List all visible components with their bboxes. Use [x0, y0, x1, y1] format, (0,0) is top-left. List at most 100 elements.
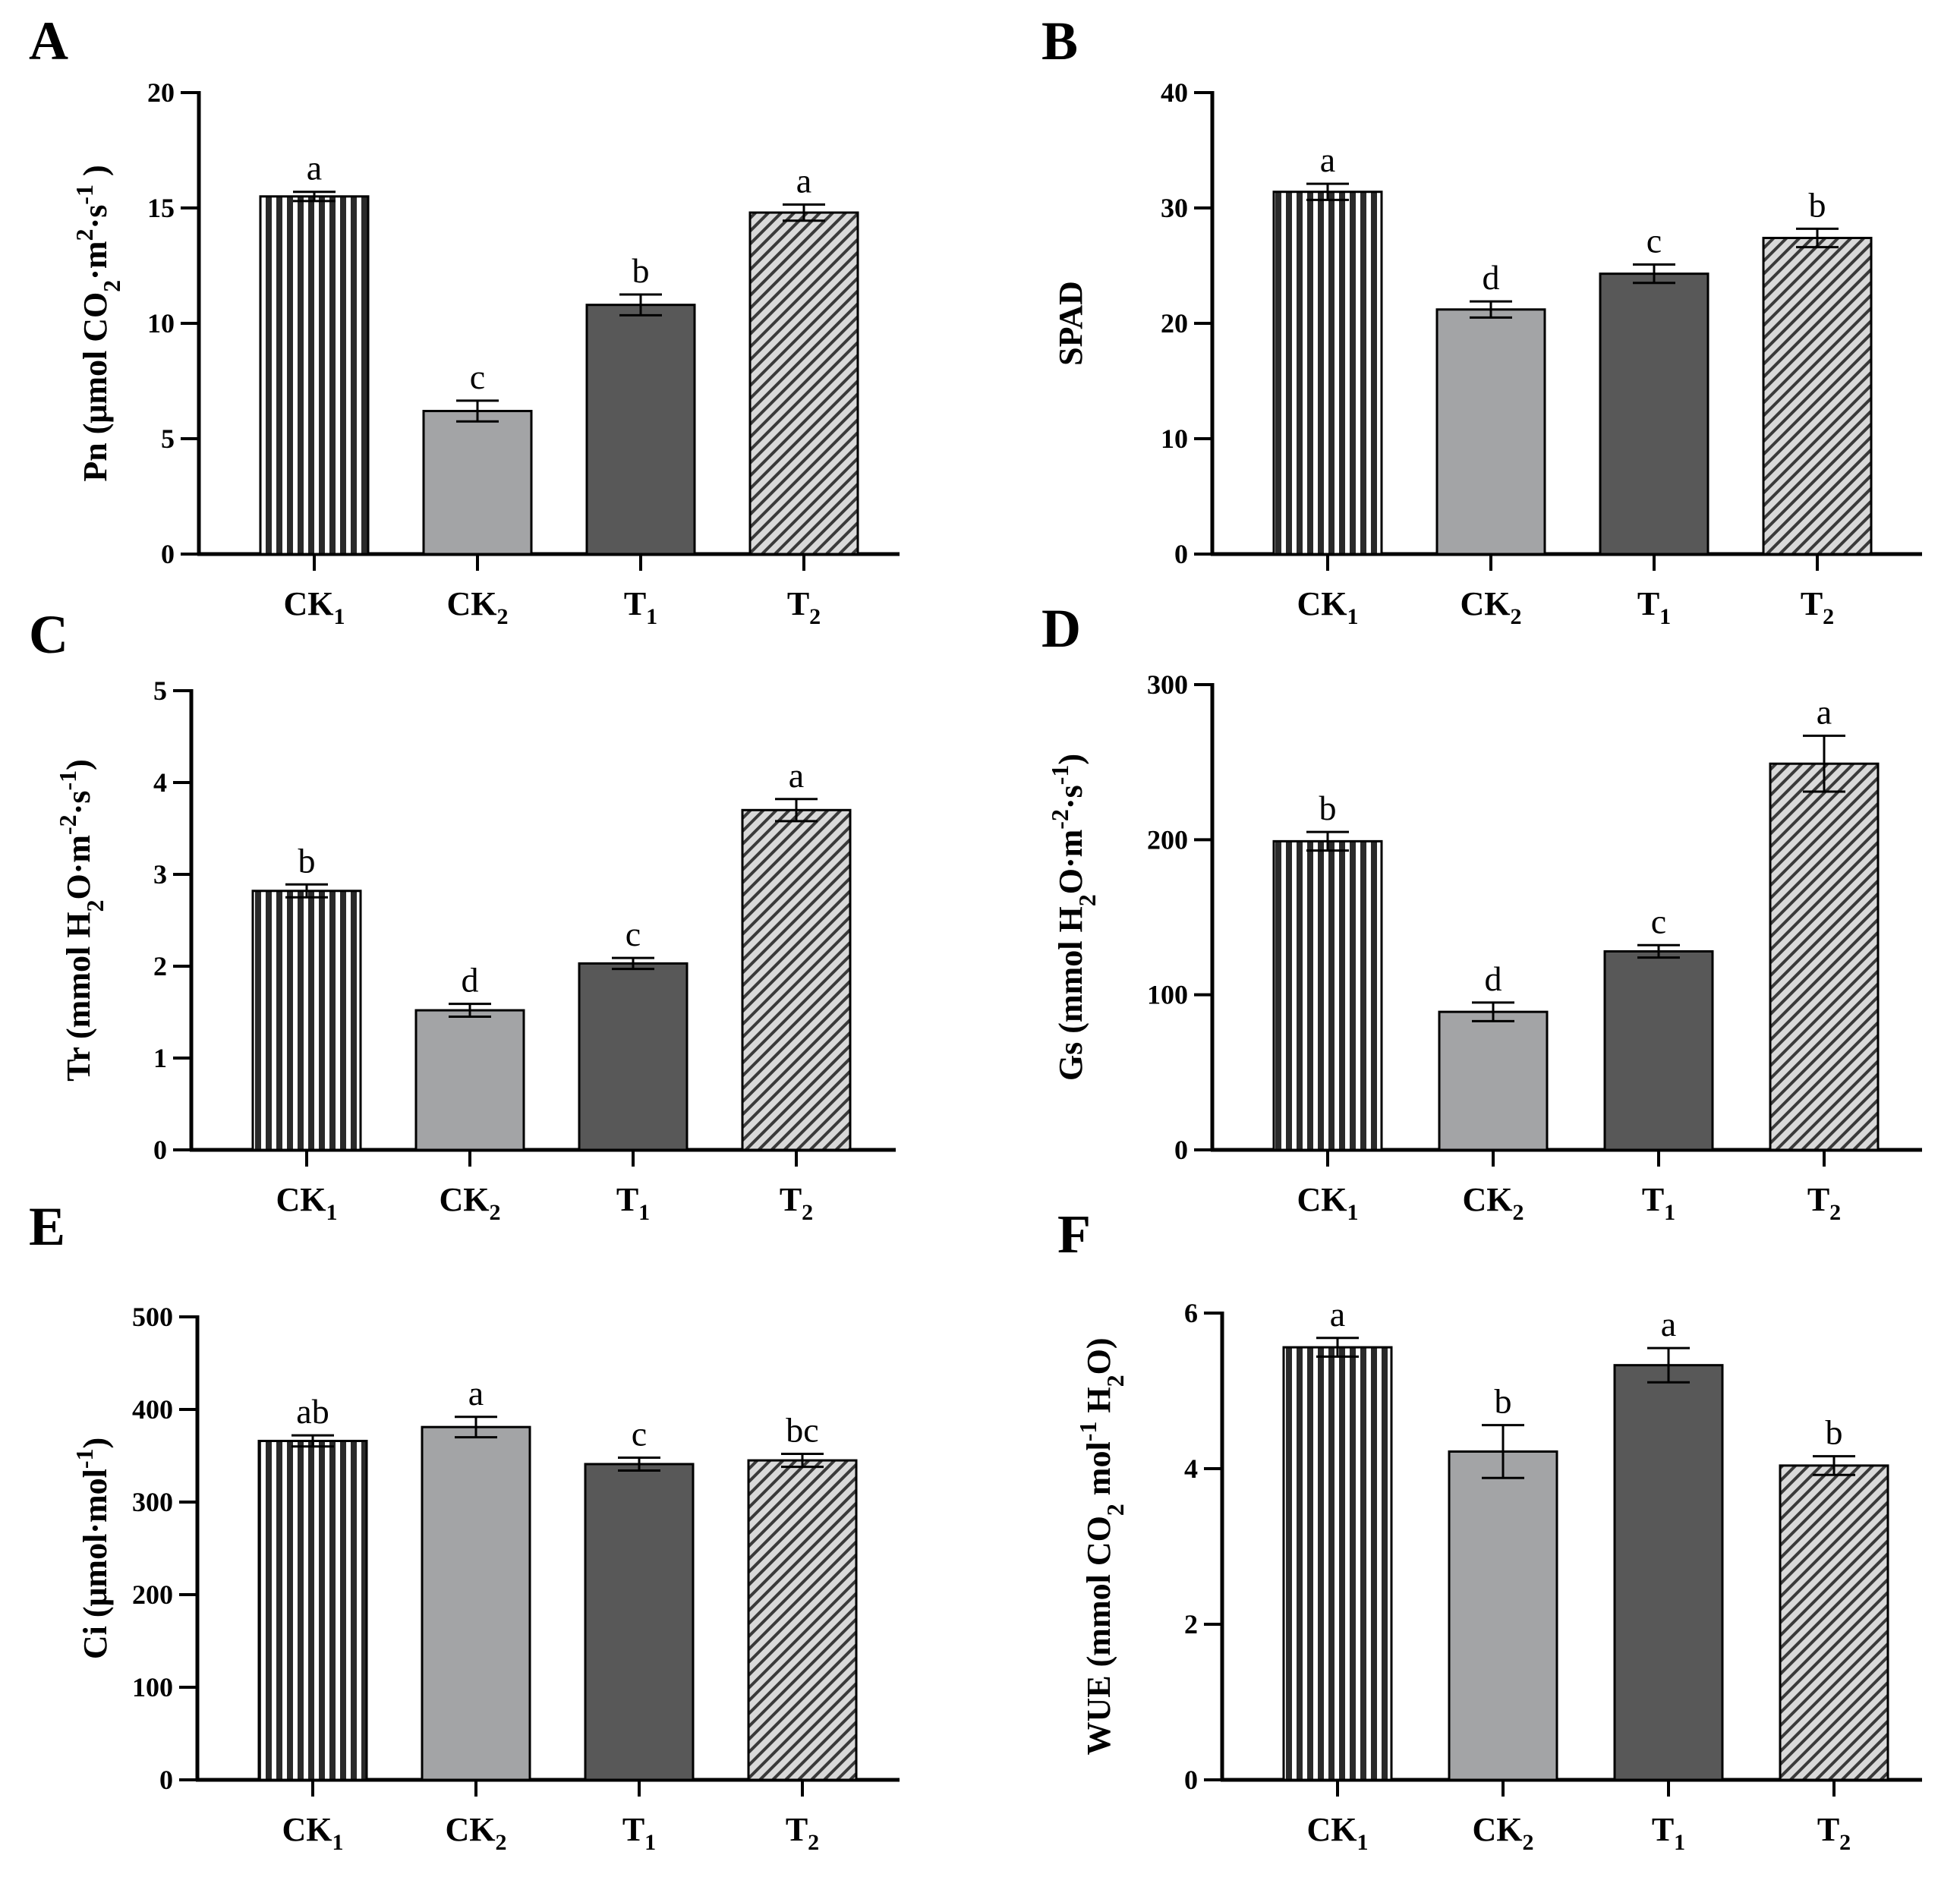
significance-letter: b	[1809, 185, 1826, 224]
bar-ck2	[1448, 1450, 1558, 1781]
error-bar	[1796, 227, 1839, 249]
error-bar	[1482, 1424, 1524, 1479]
y-tick-label: 6	[1184, 1298, 1198, 1328]
error-bar	[1813, 1455, 1855, 1476]
bar-t2	[1779, 1464, 1889, 1781]
x-tick-label: T1	[1637, 585, 1671, 629]
significance-letter: c	[1646, 221, 1662, 260]
bar-ck2	[422, 410, 533, 556]
x-tick-label: CK1	[284, 585, 345, 629]
y-tick-label: 200	[132, 1579, 173, 1610]
x-tick-label: T2	[780, 1181, 813, 1225]
significance-letter: a	[307, 149, 322, 187]
chart-panel-a: A 0 5 10 15 20 Pn (μmol CO2·m2·s-1 ) a CK1 c CK2 b T…	[29, 11, 900, 629]
error-bar	[1306, 182, 1349, 201]
significance-letter: a	[1817, 692, 1832, 731]
x-tick-label: T1	[1642, 1181, 1675, 1225]
significance-letter: bc	[786, 1411, 818, 1450]
y-tick-label: 20	[147, 77, 175, 108]
y-tick-label: 0	[159, 1765, 173, 1795]
x-tick-label: CK2	[1473, 1811, 1534, 1855]
y-tick-label: 3	[153, 859, 167, 890]
panel-letter: A	[29, 11, 68, 71]
y-tick-label: 2	[1184, 1609, 1198, 1639]
error-bar	[1633, 263, 1675, 285]
bar-ck1	[1282, 1346, 1393, 1781]
significance-letter: b	[1826, 1413, 1843, 1452]
bar-ck1	[257, 1439, 368, 1781]
significance-letter: a	[468, 1374, 484, 1412]
x-tick-label: CK1	[1297, 585, 1359, 629]
error-bar	[285, 883, 328, 899]
significance-letter: a	[789, 756, 804, 795]
bar-ck2	[421, 1425, 531, 1781]
y-tick-label: 200	[1147, 824, 1188, 855]
y-tick-label: 400	[132, 1394, 173, 1425]
bar-t1	[1603, 950, 1714, 1151]
bar-t1	[1613, 1364, 1724, 1781]
x-tick-label: T1	[616, 1181, 650, 1225]
error-bar	[618, 1456, 660, 1472]
significance-letter: b	[298, 841, 316, 880]
error-bar	[775, 798, 818, 823]
panel-letter: B	[1041, 11, 1078, 71]
significance-letter: a	[1330, 1295, 1345, 1334]
x-tick-label: CK2	[440, 1181, 501, 1225]
y-axis-title: Gs (mmol H2O·m-2·s-1)	[1046, 754, 1101, 1081]
y-tick-label: 40	[1161, 77, 1188, 108]
y-tick-label: 10	[1161, 424, 1188, 454]
y-tick-label: 1	[153, 1043, 167, 1073]
significance-letter: d	[462, 961, 479, 1000]
bar-t2	[1762, 237, 1873, 556]
y-axis-title: Pn (μmol CO2·m2·s-1 )	[71, 165, 125, 481]
bar-t1	[578, 962, 689, 1151]
x-tick-label: T2	[1807, 1181, 1841, 1225]
bar-ck1	[1272, 839, 1383, 1151]
x-tick-label: T2	[787, 585, 821, 629]
x-tick-label: CK1	[1307, 1811, 1369, 1855]
panel-letter: E	[29, 1196, 65, 1257]
error-bar	[1470, 300, 1512, 319]
error-bar	[783, 203, 825, 222]
x-tick-label: CK2	[446, 1811, 507, 1855]
x-tick-label: CK1	[1297, 1181, 1359, 1225]
significance-letter: c	[1651, 902, 1666, 940]
chart-panel-f: F 0 2 4 6 WUE (mmol CO2 mol-1 H2O) a CK1 b CK2 a T1…	[1057, 1204, 1922, 1855]
panel-letter: F	[1057, 1204, 1091, 1264]
bar-t1	[585, 304, 696, 556]
error-bar	[1316, 1337, 1359, 1358]
x-tick-label: T2	[1801, 585, 1834, 629]
chart-panel-b: B 0 10 20 30 40 SPAD a CK1 d CK2 c T1 b T2	[1041, 11, 1922, 629]
x-tick-label: T2	[1817, 1811, 1851, 1855]
error-bar	[1647, 1346, 1690, 1384]
y-tick-label: 0	[1174, 539, 1188, 569]
error-bar	[1472, 1001, 1514, 1022]
error-bar	[456, 399, 499, 423]
x-tick-label: CK1	[282, 1811, 344, 1855]
bar-t1	[584, 1463, 695, 1781]
error-bar	[291, 1434, 334, 1448]
bar-t1	[1599, 272, 1709, 556]
significance-letter: a	[1320, 140, 1335, 179]
y-tick-label: 15	[147, 193, 175, 223]
y-axis-title: SPAD	[1052, 281, 1089, 366]
panel-letter: D	[1041, 598, 1081, 659]
significance-letter: b	[632, 251, 650, 290]
error-bar	[1306, 830, 1349, 852]
y-tick-label: 0	[1174, 1135, 1188, 1165]
significance-letter: c	[625, 915, 641, 953]
y-tick-label: 300	[1147, 669, 1188, 700]
y-axis-title: Ci (μmol·mol-1)	[71, 1438, 114, 1659]
significance-letter: c	[470, 357, 485, 396]
y-tick-label: 4	[1184, 1453, 1198, 1484]
significance-letter: d	[1485, 959, 1502, 998]
bar-ck1	[1272, 191, 1383, 556]
bar-t2	[1769, 762, 1880, 1151]
bar-ck1	[251, 890, 362, 1151]
x-tick-label: CK2	[1461, 585, 1522, 629]
y-tick-label: 100	[1147, 980, 1188, 1010]
y-tick-label: 30	[1161, 193, 1188, 223]
x-tick-label: T2	[786, 1811, 819, 1855]
significance-letter: c	[632, 1414, 647, 1453]
significance-letter: a	[796, 161, 811, 200]
